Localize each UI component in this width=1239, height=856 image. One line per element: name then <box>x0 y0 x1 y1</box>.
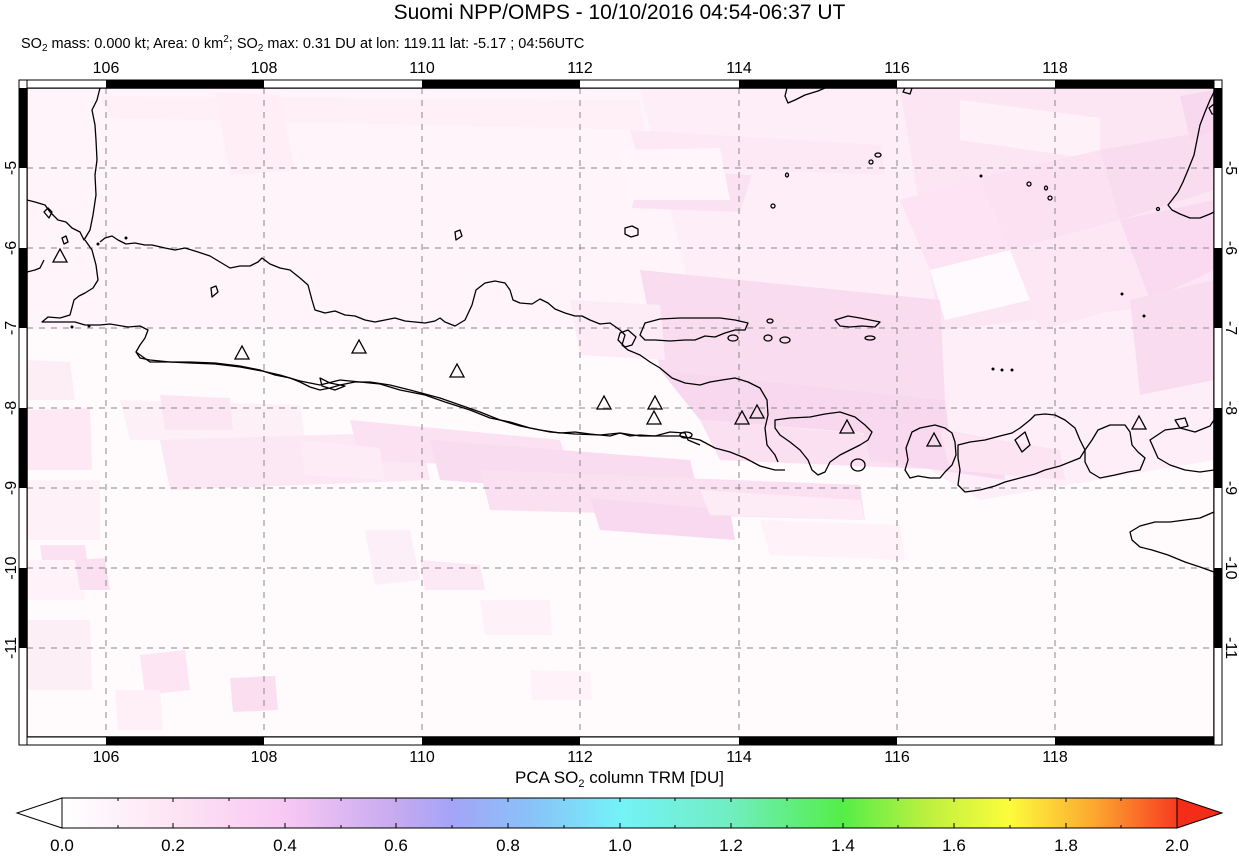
coast-bali <box>774 411 873 476</box>
volcano-icon <box>646 394 664 410</box>
colorbar-label: 1.4 <box>831 836 855 855</box>
volcano-icon <box>233 344 251 360</box>
so2-pixel-layer <box>27 88 1214 730</box>
lon-tick-top: 106 <box>92 60 120 77</box>
so2-summary-line: SO2 mass: 0.000 kt; Area: 0 km2; SO2 max… <box>21 34 585 54</box>
so2-label-2: ; SO <box>228 36 258 52</box>
frame-left <box>18 79 28 746</box>
lat-tick-left: -9 <box>3 480 20 496</box>
lon-tick-bottom: 118 <box>1042 749 1068 766</box>
coast-java-south <box>135 351 785 471</box>
volcano-icon <box>595 394 613 410</box>
so2-map <box>18 79 1223 746</box>
lon-tick-bottom: 114 <box>726 749 752 766</box>
volcano-icon <box>448 362 466 378</box>
coastlines <box>27 88 1214 573</box>
coast-sumba <box>1129 511 1214 573</box>
colorbar-title-suffix: column TRM [DU] <box>584 768 724 787</box>
lon-tick-top: 108 <box>250 60 278 77</box>
colorbar-ticks <box>117 798 1122 828</box>
volcano-icon <box>1130 414 1148 430</box>
lat-tick-left: -11 <box>3 637 20 659</box>
lon-tick-bottom: 116 <box>884 749 910 766</box>
lat-tick-left: -10 <box>3 556 20 580</box>
colorbar-label: 0.4 <box>273 836 297 855</box>
colorbar-label: 2.0 <box>1165 836 1189 855</box>
lon-tick-bottom: 106 <box>92 749 120 766</box>
lat-tick-right: -10 <box>1222 556 1239 580</box>
so2-subscript: 2 <box>41 43 48 54</box>
graticule <box>27 88 1214 737</box>
volcano-icon <box>748 403 766 419</box>
volcano-icon <box>645 409 663 425</box>
colorbar-under-arrow <box>15 797 63 829</box>
lat-tick-left: -7 <box>3 320 20 336</box>
max-location-text: max: 0.31 DU at lon: 119.11 lat: -5.17 ;… <box>263 36 585 52</box>
volcano-icon <box>350 338 368 354</box>
lon-tick-top: 118 <box>1042 60 1068 77</box>
lat-tick-right: -5 <box>1222 160 1239 176</box>
coast-lombok <box>904 424 957 479</box>
lat-tick-left: -8 <box>3 400 20 416</box>
colorbar-label: 0.8 <box>496 836 520 855</box>
colorbar-label: 1.6 <box>942 836 966 855</box>
frame-top <box>18 79 1223 89</box>
so2-label: SO <box>21 36 42 52</box>
lon-tick-bottom: 112 <box>567 749 593 766</box>
coast-sumbawa <box>957 413 1086 493</box>
islands-kangean <box>834 315 881 328</box>
coast-madura <box>639 317 749 342</box>
km2-superscript: 2 <box>223 34 229 45</box>
volcano-markers <box>51 247 1148 447</box>
volcano-icon <box>838 418 856 434</box>
colorbar-title-subscript: 2 <box>578 778 585 790</box>
coast-java-north-2 <box>99 235 779 463</box>
colorbar <box>15 797 1224 829</box>
tiny-islands <box>70 174 1146 372</box>
lon-tick-bottom: 108 <box>250 749 278 766</box>
colorbar-title-prefix: PCA SO <box>515 768 579 787</box>
map-title: Suomi NPP/OMPS - 10/10/2016 04:54-06:37 … <box>393 1 846 24</box>
coast-flores <box>1084 424 1146 479</box>
lon-tick-bottom: 110 <box>409 749 435 766</box>
frame-bottom <box>18 736 1223 746</box>
lon-tick-top: 116 <box>884 60 910 77</box>
colorbar-label: 1.0 <box>608 836 632 855</box>
colorbar-label: 1.2 <box>719 836 743 855</box>
lat-tick-right: -11 <box>1222 637 1239 659</box>
colorbar-over-arrow <box>1176 797 1224 829</box>
lon-tick-top: 110 <box>409 60 435 77</box>
lat-tick-right: -6 <box>1222 240 1239 256</box>
colorbar-title: PCA SO2 column TRM [DU] <box>0 768 1239 790</box>
colorbar-label: 0.0 <box>50 836 74 855</box>
volcano-icon <box>925 431 943 447</box>
coast-sulawesi <box>1167 91 1214 219</box>
coast-java-north <box>41 239 701 446</box>
lat-tick-right: -9 <box>1222 480 1239 496</box>
lat-tick-right: -7 <box>1222 320 1239 336</box>
lat-tick-right: -8 <box>1222 400 1239 416</box>
colorbar-label: 0.2 <box>161 836 185 855</box>
colorbar-label: 0.6 <box>384 836 408 855</box>
colorbar-label: 1.8 <box>1054 836 1078 855</box>
lat-tick-left: -5 <box>3 160 20 176</box>
lon-tick-top: 114 <box>726 60 752 77</box>
island-bawean <box>624 225 639 238</box>
lon-tick-top: 112 <box>567 60 593 77</box>
coast-sumatra <box>27 88 101 241</box>
volcano-icon <box>51 247 69 263</box>
frame-right <box>1213 79 1223 746</box>
volcano-icon <box>733 409 751 425</box>
mass-area-text: mass: 0.000 kt; Area: 0 km <box>47 36 224 52</box>
so2-subscript-2: 2 <box>257 43 264 54</box>
lat-tick-left: -6 <box>3 240 20 256</box>
coast-kalimantan <box>784 88 826 104</box>
